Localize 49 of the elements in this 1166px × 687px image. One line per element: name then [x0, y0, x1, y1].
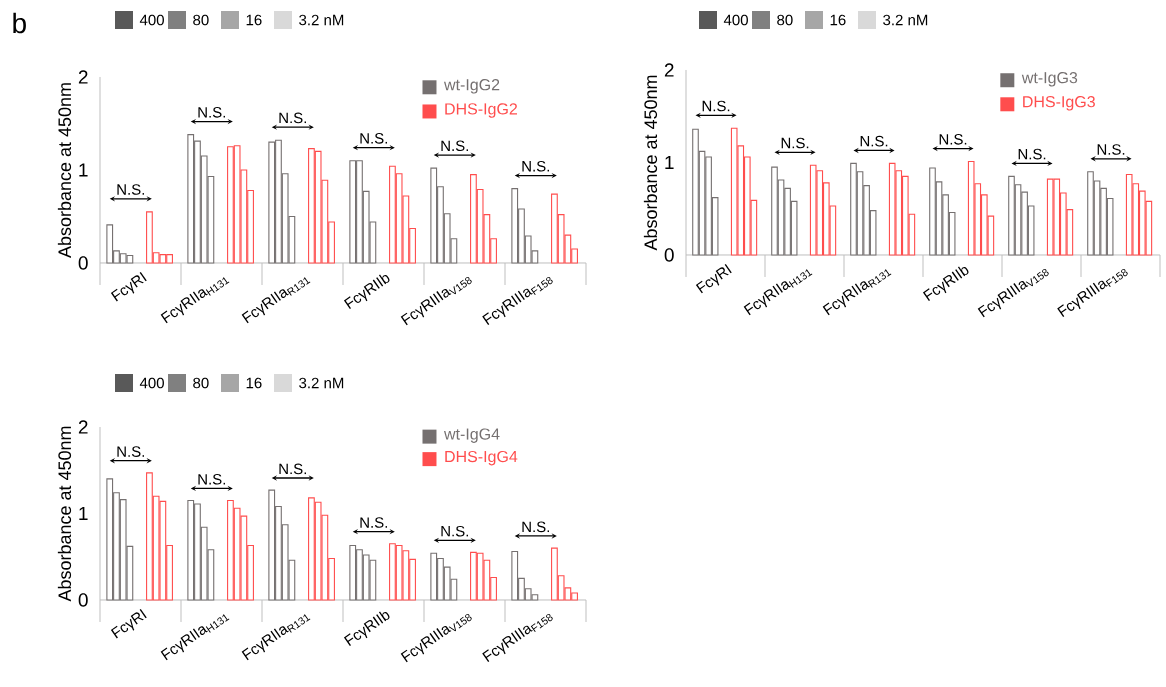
annotation: N.S.	[522, 160, 550, 172]
text: 80	[777, 14, 793, 26]
annotation: N.S.	[441, 140, 469, 152]
text: 400	[139, 14, 164, 26]
text: 80	[193, 377, 209, 389]
text: 400	[723, 14, 748, 26]
y-tick-label: 2	[664, 63, 674, 77]
annotation: N.S.	[441, 525, 469, 537]
chart-title: b	[13, 12, 26, 34]
annotation: N.S.	[279, 463, 307, 475]
text: 16	[830, 14, 846, 26]
y-axis-title: Absorbance at 450nm	[643, 75, 658, 251]
annotation: N.S.	[360, 133, 388, 144]
annotation: N.S.	[939, 134, 967, 145]
y-tick-label: 0	[78, 256, 88, 270]
annotation: N.S.	[117, 446, 145, 457]
annotation: N.S.	[860, 135, 888, 147]
text: 16	[246, 14, 262, 26]
y-tick-label: 2	[78, 70, 88, 84]
annotation: DHS-IgG2	[445, 103, 517, 118]
annotation: N.S.	[198, 107, 226, 118]
annotation: N.S.	[198, 473, 226, 485]
text: 80	[193, 14, 209, 26]
annotation: N.S.	[1018, 148, 1046, 160]
text: 3.2 nM	[299, 14, 344, 26]
annotation: DHS-IgG4	[445, 450, 518, 466]
annotation: N.S.	[360, 517, 388, 528]
text: 400	[139, 377, 164, 389]
y-axis-title: Absorbance at 450nm	[57, 426, 72, 602]
annotation: N.S.	[279, 112, 307, 124]
annotation: N.S.	[1097, 144, 1125, 155]
y-tick-label: 2	[78, 420, 88, 434]
text: 3.2 nM	[299, 377, 344, 389]
y-axis-title: Absorbance at 450nm	[57, 83, 72, 259]
text: 3.2 nM	[883, 14, 928, 26]
y-tick-label: 0	[78, 593, 88, 607]
annotation: N.S.	[702, 100, 730, 112]
y-tick-label: 0	[664, 248, 674, 262]
y-tick-label: 1	[79, 506, 88, 521]
annotation: wt-IgG2	[443, 79, 500, 94]
y-tick-label: 1	[79, 163, 88, 177]
y-tick-label: 1	[665, 155, 674, 170]
annotation: N.S.	[781, 137, 809, 149]
annotation: DHS-IgG3	[1023, 96, 1095, 111]
annotation: N.S.	[117, 184, 145, 195]
annotation: N.S.	[522, 521, 550, 533]
annotation: wt-IgG3	[1021, 71, 1078, 87]
annotation: wt-IgG4	[443, 428, 500, 443]
text: 16	[246, 377, 262, 389]
